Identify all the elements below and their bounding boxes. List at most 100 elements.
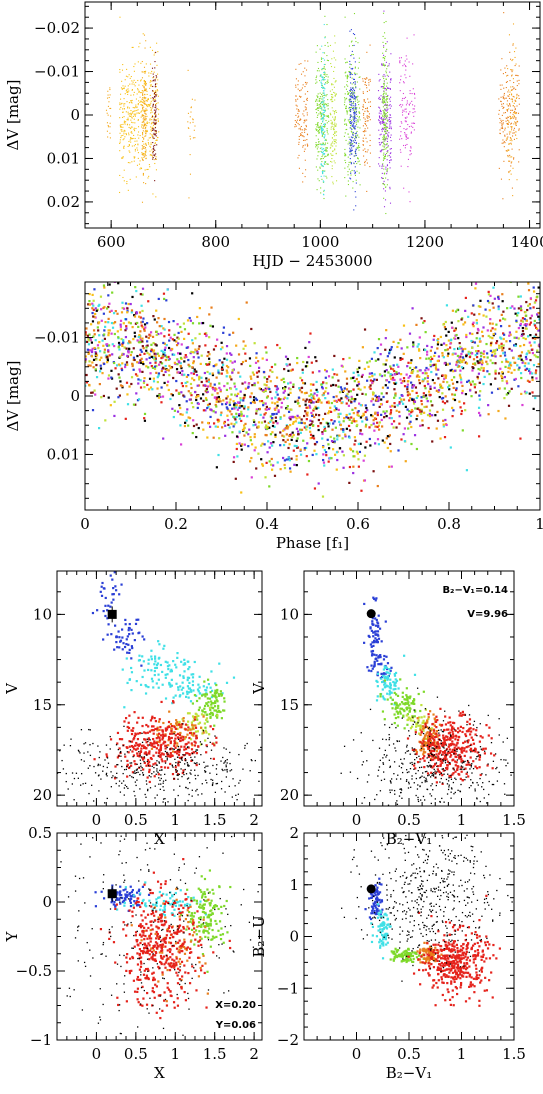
lightcurve-point [355,142,357,145]
lightcurve-point [380,151,382,153]
lightcurve-point [315,135,317,137]
phased-point [121,342,124,346]
phased-point [519,437,522,440]
lightcurve-point [142,140,144,143]
phased-point [325,401,329,404]
lightcurve-point [354,114,356,116]
lightcurve-point [149,150,151,152]
lightcurve-point [126,68,128,70]
lightcurve-point [192,121,194,123]
phased-point [189,352,192,355]
phased-point [219,390,222,393]
lightcurve-point [354,81,356,83]
lightcurve-point [320,123,322,125]
phased-point [479,368,482,371]
phased-point [188,316,191,320]
lightcurve-point [156,64,158,66]
phased-point [290,457,293,460]
lightcurve-point [122,108,124,110]
lightcurve-point [386,111,389,114]
lightcurve-point [367,149,369,151]
lightcurve-point [322,117,324,120]
phased-point [88,333,91,336]
phased-point [415,375,419,378]
phased-point [175,379,178,383]
lightcurve-point [133,113,135,115]
lightcurve-point [515,113,517,115]
lightcurve-point [353,106,355,109]
phased-point [136,399,140,402]
phased-point [521,361,524,364]
lightcurve-point [507,116,509,119]
lightcurve-point [387,87,389,89]
lightcurve-point [352,67,354,70]
phased-point [248,428,251,431]
phased-point [163,381,166,385]
lightcurve-point [333,86,335,88]
lightcurve-point [334,122,336,124]
lightcurve-point [382,109,384,112]
phased-point [256,375,259,378]
phased-point [179,406,182,410]
phased-point [358,366,361,369]
phased-point [187,424,190,427]
lightcurve-point [150,84,152,86]
lightcurve-point [152,124,155,126]
phased-point [475,319,478,322]
lightcurve-point [358,111,360,113]
phased-point [369,387,372,390]
lightcurve-point [297,84,299,86]
lightcurve-point [323,131,325,133]
lightcurve-point [327,81,329,83]
lightcurve-point [380,86,382,88]
lightcurve-point [295,95,297,97]
phased-point [342,420,345,423]
phased-point [261,463,264,466]
lightcurve-point [351,147,353,149]
phased-point [525,300,528,304]
lightcurve-point [359,119,361,121]
lightcurve-point [355,205,357,207]
lightcurve-point [364,122,366,124]
phased-point [258,400,262,403]
phased-point [119,328,122,331]
phased-point [351,376,355,380]
lightcurve-point [152,154,154,156]
phased-point [436,339,439,342]
lightcurve-point [130,100,132,102]
phased-point [504,417,507,420]
phased-point [214,396,217,399]
phased-point [406,385,409,389]
lightcurve-point [151,90,154,92]
phased-point [472,358,476,361]
lightcurve-point [322,52,324,54]
lightcurve-point [320,163,322,165]
lightcurve-point [324,107,326,109]
lightcurve-point [132,81,134,83]
lightcurve-point [126,119,128,121]
lightcurve-point [385,122,387,124]
lightcurve-point [153,133,155,135]
phased-point [533,319,536,323]
phased-point [514,361,517,364]
phased-point [184,381,187,385]
lightcurve-point [154,123,157,126]
lightcurve-point [368,115,370,117]
phased-point [537,329,540,332]
phased-point [333,405,336,408]
phased-point [166,368,169,371]
lightcurve-point [389,136,392,138]
phased-point [465,362,469,365]
phased-point [357,380,360,384]
lightcurve-point [351,92,353,94]
phased-point [437,368,440,371]
lightcurve-point [387,149,389,152]
phased-point [437,337,440,341]
phased-point [303,448,306,451]
phased-point [528,303,531,306]
lightcurve-point [386,119,388,121]
lightcurve-point [322,152,324,154]
lightcurve-point [333,118,335,120]
phased-point [198,345,201,348]
phased-point [206,403,210,407]
